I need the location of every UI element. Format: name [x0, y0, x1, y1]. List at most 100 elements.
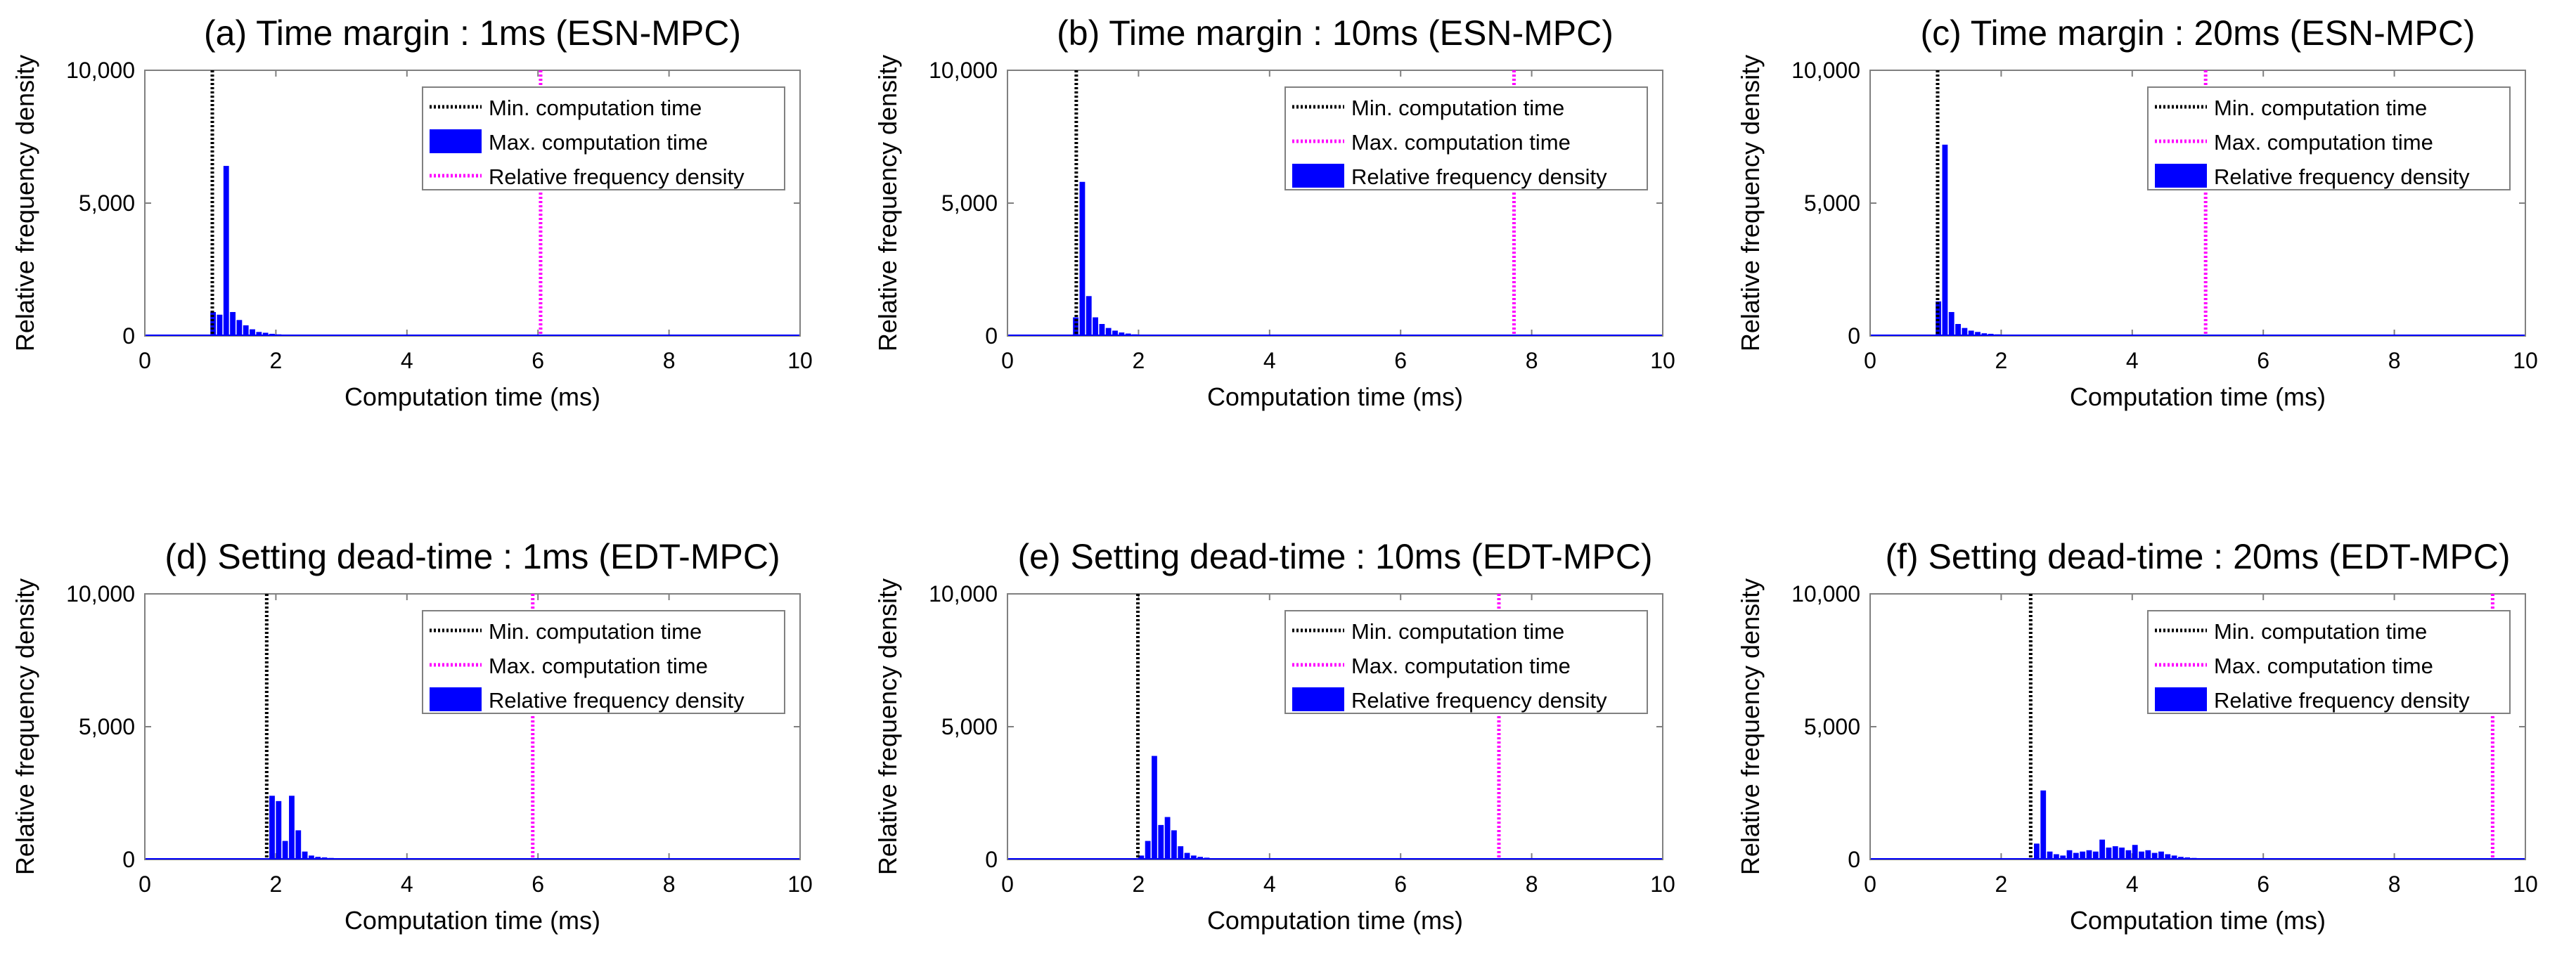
chart-a: 0 2 4 6 8 10 0 5,000 10,000 Min. computation time… [11, 13, 813, 411]
histogram-bar [328, 857, 334, 860]
histogram-bar [269, 333, 275, 336]
legend-label: Min. computation time [1351, 96, 1564, 120]
histogram-bar [1184, 852, 1190, 860]
legend-label: Min. computation time [489, 619, 702, 644]
y-tick-label: 10,000 [66, 581, 135, 607]
histogram-bar [1158, 824, 1164, 860]
y-tick-label: 5,000 [941, 190, 998, 216]
legend-swatch-histogram [430, 129, 482, 153]
x-tick-label: 4 [1263, 348, 1276, 373]
y-tick-label: 10,000 [1791, 58, 1860, 83]
histogram-bar [2053, 854, 2059, 860]
histogram-bar [321, 857, 328, 860]
legend-box [422, 610, 785, 714]
histogram-bar [1178, 846, 1184, 860]
histogram-bar [2198, 858, 2203, 860]
histogram-bar [1948, 311, 1954, 336]
legend-label: Relative frequency density [1351, 164, 1607, 189]
legend-swatch-histogram [1292, 164, 1344, 188]
histogram-bar [1210, 858, 1216, 860]
histogram-bar [1975, 332, 1981, 336]
y-axis-label: Relative frequency density [1736, 578, 1765, 875]
histogram-bar [223, 166, 229, 336]
legend-label: Max. computation time [2214, 130, 2433, 155]
histogram-bar [1204, 857, 1210, 860]
histogram-bar [2034, 843, 2040, 860]
histogram-bar [2151, 852, 2158, 860]
histogram-bar [1152, 756, 1157, 860]
histogram-bar [2106, 847, 2112, 860]
y-axis-label: Relative frequency density [11, 578, 39, 875]
legend-label: Max. computation time [2214, 654, 2433, 678]
histogram-bar [1086, 296, 1092, 336]
histogram-bar [1164, 817, 1171, 860]
histogram-bar [282, 841, 288, 860]
histogram-bar [1942, 144, 1948, 336]
y-tick-label: 10,000 [1791, 581, 1860, 607]
y-tick-label: 0 [985, 847, 998, 872]
chart-title: (e) Setting dead-time : 10ms (EDT-MPC) [1017, 537, 1652, 576]
y-tick-label: 5,000 [1804, 190, 1860, 216]
histogram-bar [2191, 857, 2197, 860]
legend-box [2147, 86, 2511, 190]
histogram-bar [289, 335, 295, 336]
x-tick-label: 8 [2388, 348, 2401, 373]
histogram-bar [1223, 858, 1230, 860]
histogram-bar [2014, 335, 2020, 336]
x-tick-label: 2 [1133, 348, 1145, 373]
y-axis-label: Relative frequency density [11, 55, 39, 351]
histogram-bar [269, 796, 275, 860]
histogram-bar [1249, 858, 1256, 860]
chart-title: (f) Setting dead-time : 20ms (EDT-MPC) [1885, 537, 2510, 576]
histogram-bar [1269, 859, 1275, 860]
y-tick-label: 0 [1848, 323, 1860, 349]
histogram-bar [1125, 333, 1131, 336]
histogram-bar [2099, 839, 2106, 860]
x-tick-label: 8 [663, 871, 676, 897]
histogram-bar [2230, 859, 2236, 860]
histogram-bar [2060, 855, 2066, 860]
histogram-bar [1995, 334, 2000, 336]
histogram-bar [2040, 790, 2047, 860]
x-axis-label: Computation time (ms) [1207, 906, 1463, 935]
legend-swatch-histogram [430, 687, 482, 711]
histogram-bar [1988, 333, 1994, 336]
x-tick-label: 6 [532, 348, 544, 373]
chart-f: 0 2 4 6 8 10 0 5,000 10,000 Min. computation time… [1736, 537, 2538, 935]
x-tick-label: 4 [401, 348, 413, 373]
histogram-bar [2092, 851, 2099, 860]
x-axis-label: Computation time (ms) [1207, 382, 1463, 411]
y-tick-label: 0 [1848, 847, 1860, 872]
y-tick-label: 5,000 [79, 714, 135, 739]
histogram-bar [1132, 334, 1138, 336]
y-tick-label: 5,000 [1804, 714, 1860, 739]
histogram-bar [1138, 335, 1145, 336]
histogram-bar [1105, 328, 1112, 336]
chart-d: 0 2 4 6 8 10 0 5,000 10,000 Min. computation time… [11, 537, 813, 935]
legend-label: Min. computation time [2214, 96, 2427, 120]
x-axis-label: Computation time (ms) [344, 906, 600, 935]
histogram-bar [302, 851, 308, 860]
legend-box [2147, 610, 2511, 714]
histogram-bar [2001, 335, 2007, 336]
histogram-bar [1217, 858, 1223, 860]
histogram-bar [295, 830, 302, 860]
x-tick-label: 8 [2388, 871, 2401, 897]
y-axis-label: Relative frequency density [873, 55, 902, 351]
legend-label: Min. computation time [1351, 619, 1564, 644]
histogram-bar [282, 335, 288, 336]
histogram-bar [2066, 850, 2073, 860]
chart-title: (a) Time margin : 1ms (ESN-MPC) [204, 13, 741, 53]
y-tick-label: 10,000 [929, 58, 998, 83]
histogram-bar [1099, 323, 1105, 336]
histogram-bar [1112, 330, 1118, 336]
x-tick-label: 0 [1001, 348, 1014, 373]
histogram-bar [2158, 851, 2164, 860]
legend-box [1284, 86, 1648, 190]
legend-swatch-histogram [2155, 164, 2207, 188]
y-tick-label: 0 [985, 323, 998, 349]
x-tick-label: 2 [270, 348, 283, 373]
histogram-bar [1073, 317, 1079, 336]
chart-b: 0 2 4 6 8 10 0 5,000 10,000 Min. computation time… [873, 13, 1675, 411]
histogram-bar [2171, 855, 2177, 860]
